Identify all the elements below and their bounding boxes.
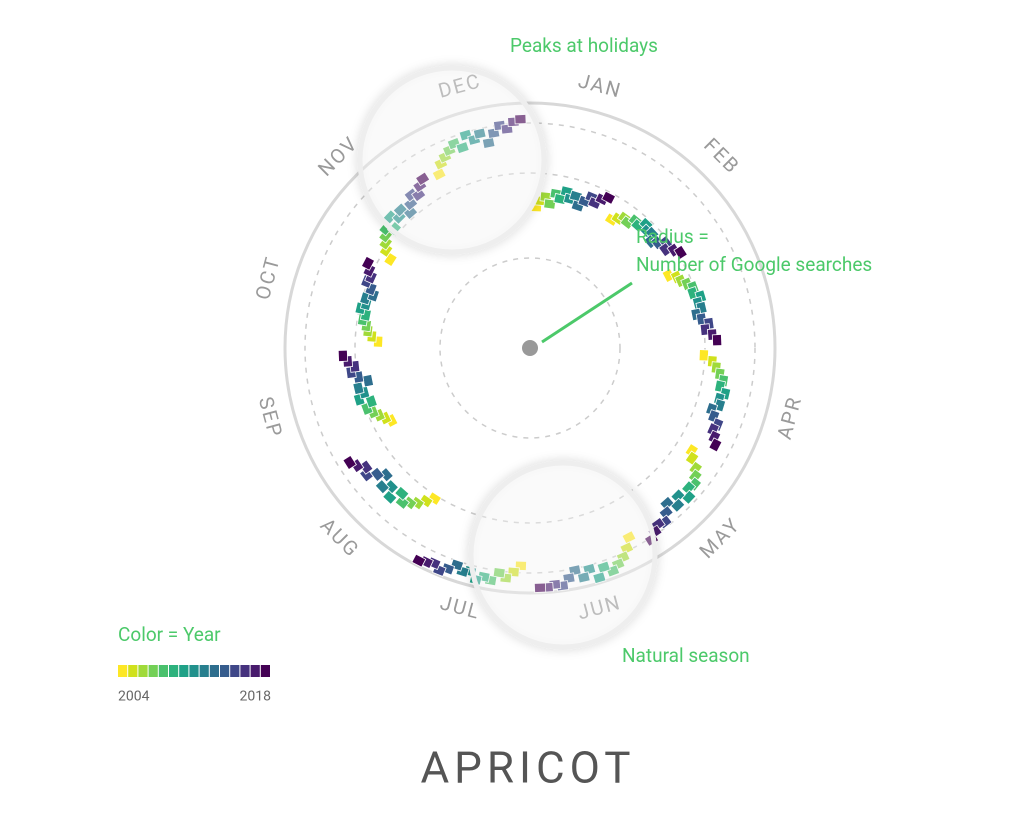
month-label: NOV xyxy=(313,131,363,181)
cell xyxy=(374,479,390,495)
legend-swatch xyxy=(118,665,128,677)
legend-swatch xyxy=(199,665,209,677)
magnifier xyxy=(357,65,547,255)
annotation: Radius = xyxy=(636,225,709,248)
cell xyxy=(684,450,700,466)
cell xyxy=(352,381,365,396)
cell xyxy=(342,454,357,471)
cell xyxy=(369,466,385,483)
cell xyxy=(418,493,434,509)
cell xyxy=(658,505,674,521)
cell xyxy=(698,349,709,362)
cell xyxy=(681,489,697,505)
cell xyxy=(394,494,410,510)
cell xyxy=(382,489,398,505)
legend-swatch xyxy=(250,665,260,677)
legend-swatch xyxy=(158,665,168,677)
cell xyxy=(673,244,688,261)
chart-title: APRICOT xyxy=(420,742,635,794)
cell xyxy=(543,198,557,210)
cell xyxy=(358,459,374,475)
legend-swatch xyxy=(230,665,240,677)
legend-swatch xyxy=(220,665,230,677)
cell xyxy=(659,495,675,511)
legend-swatch xyxy=(148,665,158,677)
magnifier xyxy=(468,460,658,650)
month-label: SEP xyxy=(254,394,288,441)
cell xyxy=(670,488,686,504)
cell xyxy=(394,485,410,501)
legend-swatch xyxy=(179,665,189,677)
cell xyxy=(411,553,427,568)
cell xyxy=(337,349,349,362)
legend-label: 2004 xyxy=(118,689,150,705)
legend xyxy=(118,665,270,677)
cell xyxy=(680,480,697,496)
annotation: Peaks at holidays xyxy=(510,34,658,57)
center-dot xyxy=(522,340,538,356)
legend-swatch xyxy=(189,665,199,677)
cell xyxy=(362,373,375,388)
month-label: OCT xyxy=(250,253,285,302)
annotation: Number of Google searches xyxy=(636,253,872,276)
legend-label: 2018 xyxy=(240,689,272,705)
legend-swatch xyxy=(260,665,270,677)
radius-pointer xyxy=(541,281,633,344)
month-label: APR xyxy=(772,393,807,442)
legend-swatch xyxy=(240,665,250,677)
cell xyxy=(711,334,723,347)
ring xyxy=(439,257,621,439)
cell xyxy=(383,478,400,495)
month-label: MAY xyxy=(694,512,745,563)
cell xyxy=(378,467,394,483)
cell xyxy=(360,255,376,271)
month-label: JUL xyxy=(438,590,484,624)
legend-swatch xyxy=(138,665,148,677)
month-label: FEB xyxy=(699,133,745,179)
cell xyxy=(670,497,686,513)
cell xyxy=(601,190,617,205)
legend-swatch xyxy=(209,665,219,677)
cell xyxy=(708,437,723,453)
ring xyxy=(354,172,706,524)
legend-swatch xyxy=(128,665,138,677)
legend-title: Color = Year xyxy=(118,623,221,646)
legend-swatch xyxy=(169,665,179,677)
annotation: Natural season xyxy=(622,644,750,667)
month-label: JAN xyxy=(576,68,625,103)
